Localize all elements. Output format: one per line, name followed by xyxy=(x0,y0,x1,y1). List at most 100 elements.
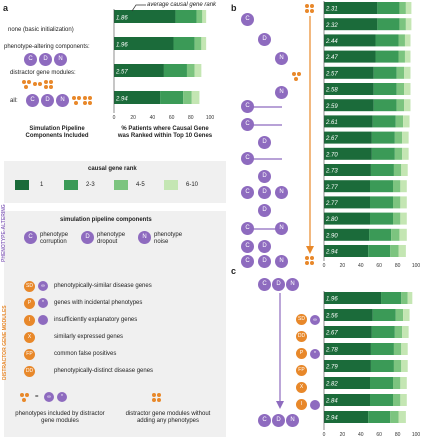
phenotype-label-d: phenotype dropout xyxy=(97,232,126,245)
icon-c: C xyxy=(241,186,254,199)
chart-b-bar-7-3 xyxy=(403,115,410,128)
chart-b-bar-1-0 xyxy=(324,18,378,31)
chart-a-tick-20: 20 xyxy=(130,115,136,121)
legend-swatch-2-3 xyxy=(64,180,78,190)
chart-a-tick-80: 80 xyxy=(188,115,194,121)
icon-d: D xyxy=(258,136,271,149)
chart-b-avg-rank-10: 2.73 xyxy=(325,169,338,175)
chart-a-bar-1-1 xyxy=(173,37,195,50)
chart-b-bar-4-2 xyxy=(396,66,405,79)
chart-c-bar-1-1 xyxy=(372,309,396,321)
chart-b-bar-6-2 xyxy=(396,99,405,112)
chart-b-bar-15-0 xyxy=(324,245,369,257)
panel-c-arrowhead xyxy=(276,401,284,409)
chart-b-bar-13-0 xyxy=(324,212,370,225)
chart-b-bar-8-3 xyxy=(402,131,409,144)
chart-c-bar-5-2 xyxy=(393,377,401,389)
annotation-arrow xyxy=(131,4,146,12)
chart-a-bar-1-3 xyxy=(201,37,207,50)
chart-a-bar-3-2 xyxy=(183,91,192,104)
icon-n: N xyxy=(286,278,299,291)
legend-rank-title: causal gene rank xyxy=(88,166,137,172)
chart-c-bar-3-1 xyxy=(370,343,394,355)
chart-b-avg-rank-13: 2.80 xyxy=(325,217,338,223)
icon-n: N xyxy=(275,86,288,99)
chart-c-avg-rank-1: 2.56 xyxy=(325,314,338,320)
chart-a-bar-0-2 xyxy=(196,10,203,23)
chart-c-bar-6-1 xyxy=(370,394,393,406)
icon-n: N xyxy=(54,53,67,66)
panel-b-label: b xyxy=(231,3,237,13)
chart-c-bar-7-1 xyxy=(368,411,391,423)
avg-rank-annotation: average causal gene rank xyxy=(147,2,217,8)
icon-d: D xyxy=(81,231,94,244)
phenotype-icon: ∞ xyxy=(44,392,54,402)
chart-b-bar-9-1 xyxy=(371,147,395,160)
distractor-label-dd: phenotypically-distinct disease genes xyxy=(54,368,154,374)
chart-b-bar-7-1 xyxy=(372,115,396,128)
chart-b-avg-rank-8: 2.67 xyxy=(325,136,338,142)
chart-c-bar-5-3 xyxy=(400,377,407,389)
chart-c-avg-rank-0: 1.96 xyxy=(326,297,338,303)
panel-c-label: c xyxy=(231,266,237,276)
phenotype-altering-label: PHENOTYPE-ALTERING xyxy=(1,204,7,262)
icon-c: C xyxy=(258,414,271,427)
fp-icon: FP xyxy=(24,349,35,360)
chart-a-bar-1-0 xyxy=(114,37,174,50)
chart-b-bar-12-2 xyxy=(393,196,401,209)
chart-c-bar-2-3 xyxy=(402,326,409,338)
chart-c-avg-rank-5: 2.82 xyxy=(325,382,338,388)
x-axis-label-a: % Patients where Causal Gene was Ranked … xyxy=(117,126,213,139)
chart-c-bar-6-0 xyxy=(324,394,370,406)
chart-b-avg-rank-3: 2.47 xyxy=(325,55,338,61)
distractor-dots-icon xyxy=(292,72,302,82)
chart-c-bar-3-0 xyxy=(324,343,371,355)
legend-swatch-4-5 xyxy=(114,180,128,190)
chart-b-bar-10-3 xyxy=(401,164,408,176)
phenotype-label-c: phenotype corruption xyxy=(40,232,69,245)
icon-d: D xyxy=(258,170,271,183)
chart-b-bar-15-1 xyxy=(368,245,391,257)
chart-b-bar-11-2 xyxy=(393,180,401,193)
fp-icon: FP xyxy=(296,365,307,376)
chart-c-tick-100: 100 xyxy=(412,432,421,438)
legend-label-1: 1 xyxy=(40,182,44,188)
chart-b-bar-6-3 xyxy=(404,99,411,112)
chart-b-bar-9-3 xyxy=(402,147,409,160)
icon-d: D xyxy=(272,414,285,427)
distractor-dots-icon xyxy=(305,256,315,266)
chart-b-bar-7-2 xyxy=(395,115,404,128)
chart-b-bar-1-1 xyxy=(377,18,400,31)
chart-b-bar-10-1 xyxy=(370,164,394,176)
icon-n: N xyxy=(286,414,299,427)
chart-b-avg-rank-6: 2.59 xyxy=(325,104,338,110)
chart-c-avg-rank-3: 2.78 xyxy=(325,348,338,354)
chart-c-bar-0-3 xyxy=(407,292,413,304)
chart-c-bar-7-0 xyxy=(324,411,369,423)
chart-c-bar-2-0 xyxy=(324,326,372,338)
p-icon: P xyxy=(296,348,307,359)
chart-b-bar-15-2 xyxy=(390,245,399,257)
icon-c: C xyxy=(24,53,37,66)
chart-c-bar-2-1 xyxy=(371,326,395,338)
chart-b-bar-1-2 xyxy=(399,18,406,31)
chart-a-bar-2-2 xyxy=(186,64,195,77)
chart-b-bar-4-1 xyxy=(373,66,397,79)
chart-b-bar-4-0 xyxy=(324,66,374,79)
icon-d: D xyxy=(258,33,271,46)
chart-c-avg-rank-2: 2.67 xyxy=(325,331,338,337)
legend-swatch-6-10 xyxy=(164,180,178,190)
chart-c-bar-1-0 xyxy=(324,309,373,321)
chart-b-bar-11-3 xyxy=(400,180,407,193)
chart-b-bar-0-2 xyxy=(399,2,406,14)
icon-n: N xyxy=(275,222,288,235)
chart-b-bar-13-2 xyxy=(393,212,401,225)
icon-c: C xyxy=(241,240,254,253)
chart-c-bar-0-0 xyxy=(324,292,382,304)
p-icon: P xyxy=(24,298,35,309)
chart-b-avg-rank-12: 2.77 xyxy=(325,201,338,207)
chart-b-bar-8-0 xyxy=(324,131,372,144)
chart-b-avg-rank-7: 2.61 xyxy=(325,120,338,126)
chart-b-bar-3-1 xyxy=(375,50,399,63)
